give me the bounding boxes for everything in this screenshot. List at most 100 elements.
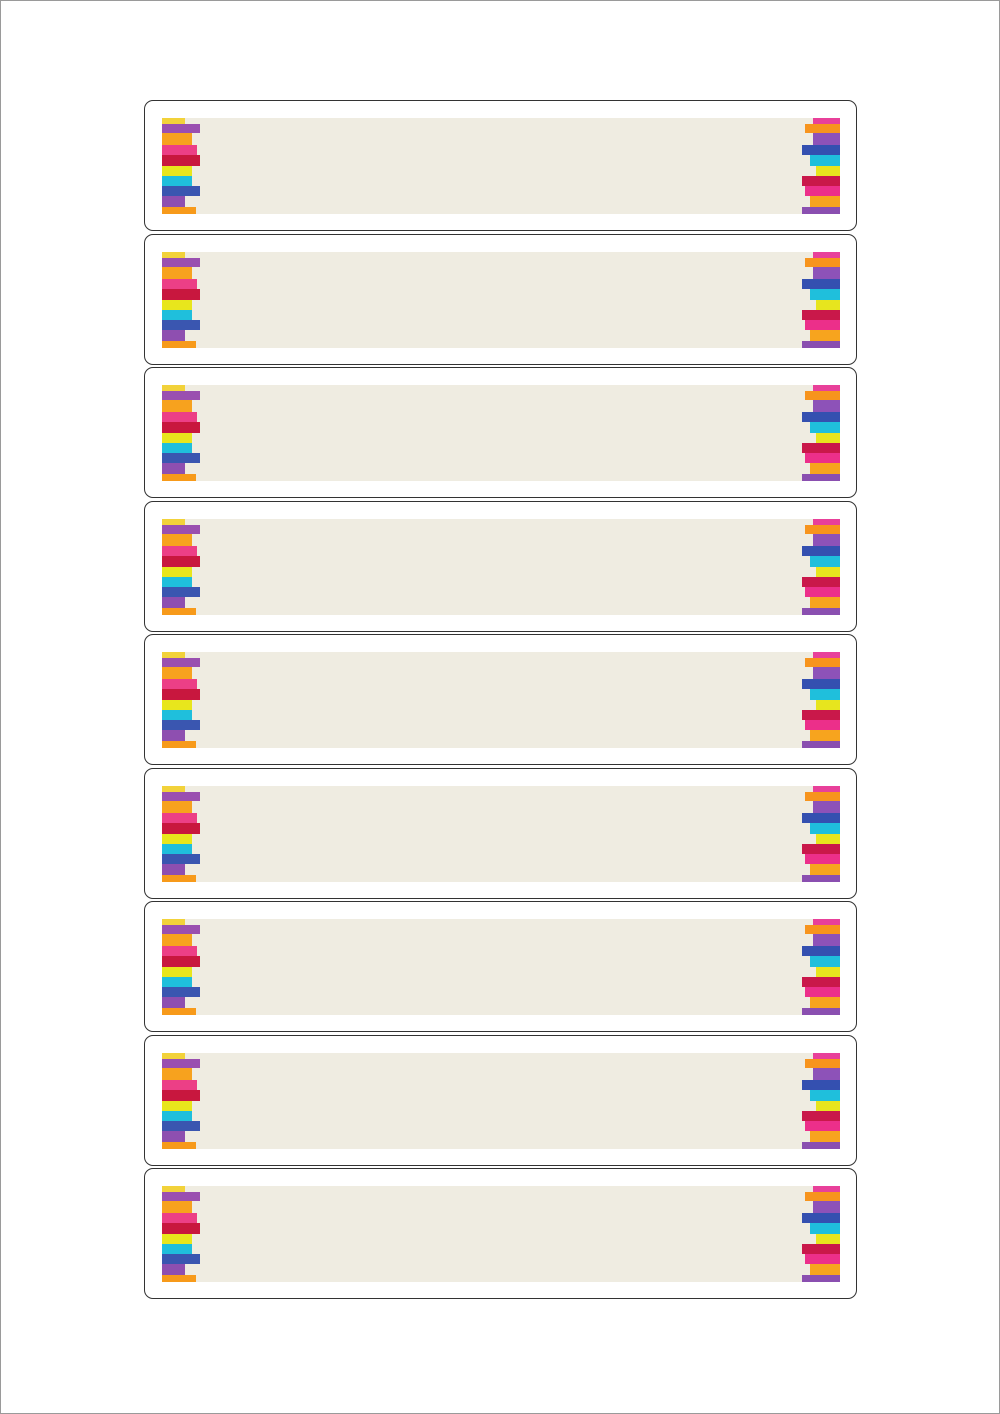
decorative-color-strip-right [813,400,840,412]
decorative-color-strip-left [162,155,200,166]
decorative-color-strip-left [162,1079,197,1090]
decorative-color-strip-left [162,1264,185,1275]
decorative-color-strip-left [162,658,200,667]
decorative-color-strip-right [802,946,840,956]
label-field[interactable] [144,767,857,899]
label-text-area[interactable] [162,385,840,481]
decorative-color-strip-left [162,919,185,925]
decorative-color-strip-left [162,329,185,341]
decorative-color-strip-left [162,1201,192,1213]
decorative-color-strip-right [805,853,840,864]
decorative-color-strip-left [162,1089,200,1101]
decorative-color-strip-left [162,257,200,267]
decorative-color-strip-left [162,463,185,474]
decorative-color-strip-right [802,1110,840,1121]
decorative-color-strip-left [162,730,185,741]
label-text-area[interactable] [162,1186,840,1282]
decorative-color-strip-left [162,1275,196,1282]
decorative-color-strip-left [162,288,200,300]
decorative-color-strip-left [162,791,200,801]
label-text-area[interactable] [162,785,840,882]
label-field[interactable] [144,500,857,632]
decorative-color-strip-right [810,596,840,608]
label-field[interactable] [144,100,857,231]
decorative-color-strip-left [162,652,185,658]
label-field[interactable] [144,901,857,1032]
decorative-color-strip-right [810,997,840,1008]
decorative-color-strip-right [813,1186,840,1192]
label-text-area[interactable] [162,652,840,748]
decorative-color-strip-right [813,533,840,546]
decorative-color-strip-left [162,1223,200,1234]
decorative-color-strip-right [802,1079,840,1090]
decorative-color-strip-right [805,987,840,997]
decorative-color-strip-right [802,607,840,615]
decorative-color-strip-left [162,1058,200,1068]
decorative-color-strip-left [162,166,192,176]
label-field[interactable] [144,634,857,765]
decorative-color-strip-left [162,812,197,823]
decorative-color-strip-right [802,1008,840,1015]
label-text-area[interactable] [162,251,840,348]
label-field[interactable] [144,233,857,365]
decorative-color-strip-left [162,689,200,700]
decorative-color-strip-right [805,1058,840,1068]
decorative-color-strip-right [802,145,840,155]
decorative-color-strip-left [162,309,192,320]
decorative-color-strip-right [816,433,840,443]
decorative-color-strip-right [802,679,840,689]
decorative-color-strip-right [810,463,840,474]
decorative-color-strip-right [816,967,840,977]
decorative-color-strip-right [805,124,840,133]
decorative-color-strip-right [810,689,840,700]
decorative-color-strip-left [162,266,192,279]
label-text-area[interactable] [162,518,840,615]
decorative-color-strip-right [805,1254,840,1264]
decorative-color-strip-right [813,385,840,391]
decorative-color-strip-right [810,329,840,341]
label-field[interactable] [144,1034,857,1166]
decorative-color-strip-left [162,853,200,864]
decorative-color-strip-left [162,133,192,145]
decorative-color-strip-right [810,1223,840,1234]
decorative-color-strip-left [162,607,196,615]
decorative-color-strip-left [162,545,197,556]
decorative-color-strip-right [802,309,840,320]
label-text-area[interactable] [162,919,840,1015]
decorative-color-strip-right [805,658,840,667]
label-field[interactable] [144,367,857,498]
decorative-color-strip-left [162,934,192,946]
decorative-color-strip-right [802,576,840,587]
decorative-color-strip-right [810,155,840,166]
decorative-color-strip-left [162,874,196,882]
decorative-color-strip-left [162,186,200,196]
decorative-color-strip-left [162,518,185,525]
decorative-color-strip-left [162,863,185,875]
decorative-color-strip-left [162,1120,200,1131]
decorative-color-strip-right [816,1234,840,1244]
decorative-color-strip-right [805,925,840,934]
label-text-area[interactable] [162,118,840,214]
decorative-color-strip-right [816,166,840,176]
decorative-color-strip-left [162,207,196,214]
decorative-color-strip-right [802,710,840,720]
decorative-color-strip-left [162,997,185,1008]
decorative-color-strip-left [162,967,192,977]
decorative-color-strip-left [162,800,192,813]
decorative-color-strip-left [162,586,200,597]
decorative-color-strip-right [802,340,840,348]
decorative-color-strip-right [813,1067,840,1080]
decorative-color-strip-right [813,118,840,124]
decorative-color-strip-right [813,251,840,258]
decorative-color-strip-right [805,586,840,597]
label-field[interactable] [144,1168,857,1299]
decorative-color-strip-right [802,843,840,854]
decorative-color-strip-right [813,652,840,658]
decorative-color-strip-right [813,1201,840,1213]
decorative-color-strip-right [810,422,840,433]
decorative-color-strip-right [805,720,840,730]
decorative-color-strip-left [162,278,197,289]
decorative-color-strip-left [162,433,192,443]
decorative-color-strip-right [813,1052,840,1059]
label-text-area[interactable] [162,1052,840,1149]
